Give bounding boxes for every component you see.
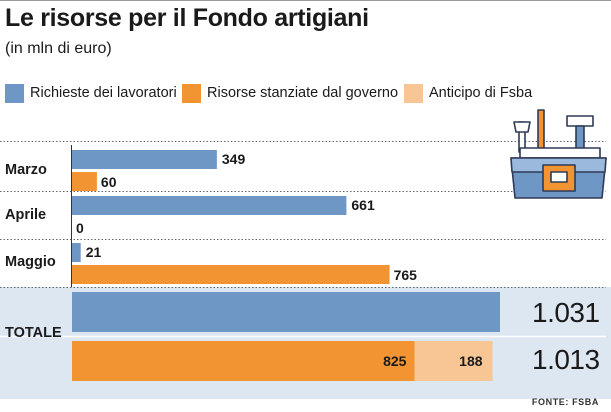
value-label-maggio-richieste: 21 bbox=[85, 244, 102, 260]
bar-total-anticipo bbox=[414, 341, 493, 381]
bar-marzo-richieste bbox=[72, 150, 217, 169]
value-label-maggio-risorse: 765 bbox=[393, 267, 417, 283]
total-richieste-value: 1.031 bbox=[532, 297, 600, 328]
legend-item-richieste: Richieste dei lavoratori bbox=[5, 83, 177, 103]
source-note: FONTE: FSBA bbox=[531, 397, 599, 407]
row-label-maggio: Maggio bbox=[5, 254, 56, 270]
value-label-aprile-risorse: 0 bbox=[76, 220, 84, 236]
top-rule bbox=[0, 0, 611, 1]
legend-swatch-anticipo bbox=[404, 83, 423, 103]
bar-total-richieste bbox=[72, 292, 500, 332]
bar-aprile-richieste bbox=[72, 196, 347, 215]
bar-maggio-risorse bbox=[72, 265, 390, 284]
chart-subtitle: (in mln di euro) bbox=[5, 40, 112, 57]
legend-swatch-risorse bbox=[182, 83, 201, 103]
value-label-marzo-risorse: 60 bbox=[100, 174, 117, 190]
legend-swatch-richieste bbox=[5, 83, 24, 103]
chart-title: Le risorse per il Fondo artigiani bbox=[5, 4, 369, 32]
legend-label-anticipo: Anticipo di Fsba bbox=[429, 85, 533, 101]
value-label-total-risorse: 825 bbox=[383, 353, 407, 369]
row-label-aprile: Aprile bbox=[5, 207, 47, 223]
legend-label-risorse: Risorse stanziate dal governo bbox=[207, 85, 399, 101]
legend-label-richieste: Richieste dei lavoratori bbox=[30, 85, 177, 101]
total-stacked-value: 1.013 bbox=[532, 344, 600, 375]
bar-maggio-richieste bbox=[72, 243, 81, 262]
bar-total-risorse bbox=[72, 341, 415, 381]
toolbox-icon bbox=[510, 109, 607, 199]
row-label-marzo: Marzo bbox=[5, 162, 47, 178]
value-label-aprile-richieste: 661 bbox=[351, 197, 375, 213]
legend-item-risorse: Risorse stanziate dal governo bbox=[182, 83, 398, 103]
value-label-marzo-richieste: 349 bbox=[221, 151, 246, 167]
row-label-totale: TOTALE bbox=[5, 325, 62, 341]
legend-item-anticipo: Anticipo di Fsba bbox=[404, 83, 532, 103]
bar-marzo-risorse bbox=[72, 172, 97, 191]
value-label-total-anticipo: 188 bbox=[459, 353, 483, 369]
